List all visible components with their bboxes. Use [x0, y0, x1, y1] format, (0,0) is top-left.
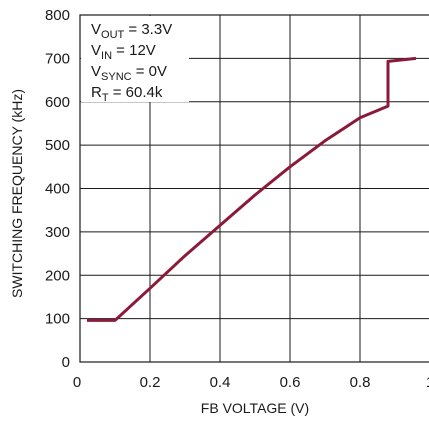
- plot-frame: [79, 14, 429, 363]
- annotation-line: VOUT = 3.3V: [91, 21, 172, 41]
- annotation-line: RT = 60.4k: [91, 84, 163, 104]
- x-tick-label: 0.6: [280, 374, 301, 391]
- y-tick-label: 500: [45, 137, 70, 154]
- y-tick-label: 300: [45, 224, 70, 241]
- x-tick-label: 1: [426, 374, 429, 391]
- y-tick-label: 400: [45, 181, 70, 198]
- x-tick-labels: 0 0.2 0.4 0.6 0.8 1: [73, 374, 429, 391]
- x-tick-label: 0.8: [350, 374, 371, 391]
- y-tick-label: 100: [45, 311, 70, 328]
- y-tick-label: 0: [62, 354, 70, 371]
- annotation-line: VSYNC = 0V: [91, 63, 167, 83]
- x-tick-label: 0.2: [140, 374, 161, 391]
- y-tick-label: 700: [45, 50, 70, 67]
- annotation-line: VIN = 12V: [91, 42, 156, 62]
- y-tick-label: 800: [45, 7, 70, 24]
- y-axis-title: SWITCHING FREQUENCY (kHz): [9, 89, 25, 298]
- y-tick-label: 200: [45, 267, 70, 284]
- x-tick-label: 0.4: [210, 374, 231, 391]
- series-line: [87, 56, 417, 322]
- y-tick-labels: 0 100 200 300 400 500 600 700 800: [45, 7, 70, 371]
- x-axis-title: FB VOLTAGE (V): [201, 400, 309, 416]
- y-tick-label: 600: [45, 94, 70, 111]
- x-tick-label: 0: [73, 374, 81, 391]
- annotation-box: [81, 16, 189, 102]
